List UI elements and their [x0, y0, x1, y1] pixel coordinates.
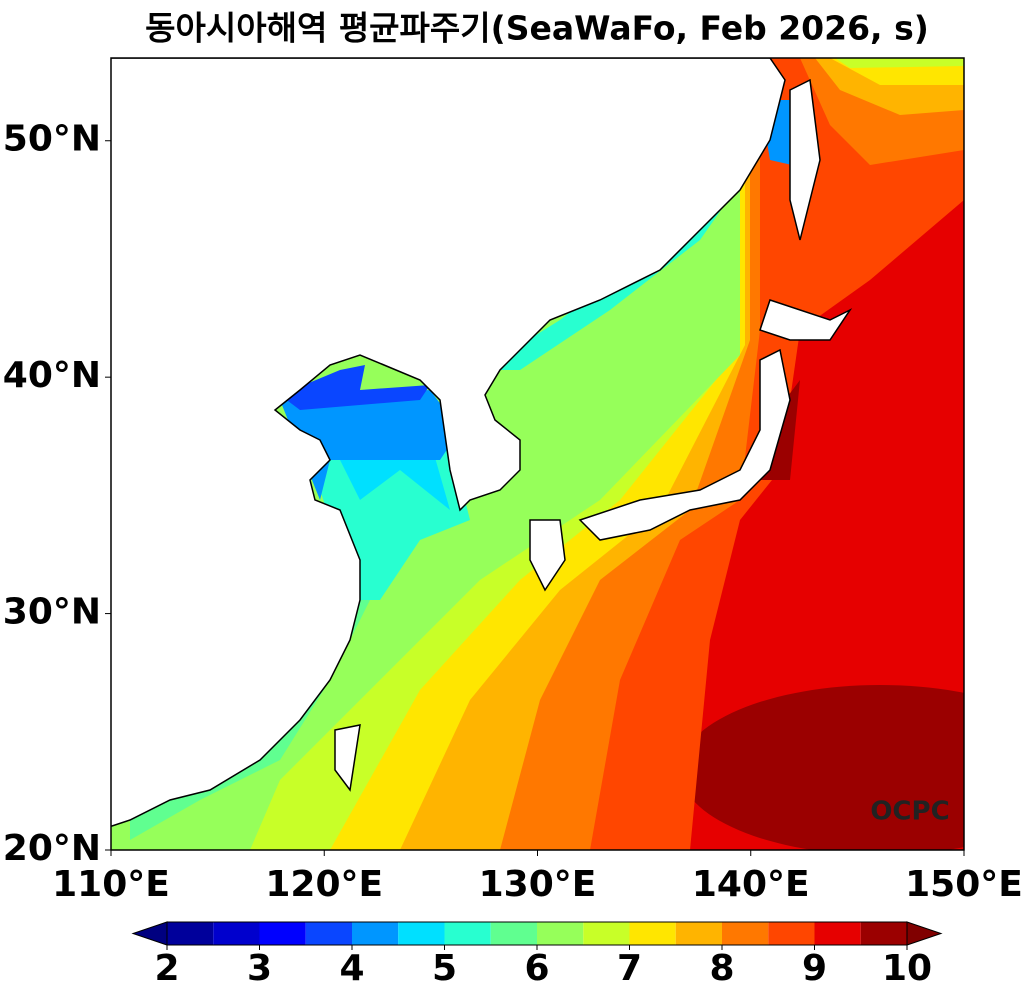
honshu: [578, 348, 791, 541]
continent: [111, 58, 786, 828]
field-band: [680, 685, 964, 850]
hokkaido: [759, 299, 853, 341]
x-tick-label: 140°E: [692, 864, 810, 905]
annotation: OCPC: [870, 797, 949, 827]
colorbar-tick-label: 8: [709, 948, 734, 989]
colorbar-segment: [814, 922, 861, 945]
colorbar-tick-label: 9: [802, 948, 827, 989]
colorbar-segment: [675, 922, 722, 945]
x-tick-label: 110°E: [52, 864, 170, 905]
colorbar-tick-label: 6: [524, 948, 549, 989]
colorbar-tick-label: 10: [882, 948, 932, 989]
y-tick-label: 30°N: [3, 592, 101, 633]
kyushu: [529, 519, 566, 592]
colorbar-tick-label: 4: [339, 948, 364, 989]
colorbar-segment: [537, 922, 584, 945]
colorbar-segment: [583, 922, 630, 945]
colorbar-segment: [259, 922, 306, 945]
colorbar-segment: [490, 922, 537, 945]
y-tick-label: 20°N: [3, 828, 101, 869]
colorbar-segment: [444, 922, 491, 945]
wave-period-field: [111, 58, 964, 850]
taiwan: [334, 724, 361, 792]
map-title: 동아시아해역 평균파주기(SeaWaFo, Feb 2026, s): [145, 9, 929, 48]
colorbar-segment: [213, 922, 260, 945]
colorbar-tick-label: 2: [154, 948, 179, 989]
colorbar-extend-high: [906, 921, 943, 946]
field-band: [280, 365, 430, 410]
colorbar-tick-label: 7: [617, 948, 642, 989]
x-tick-label: 120°E: [265, 864, 383, 905]
colorbar-segment: [305, 922, 352, 945]
x-tick-label: 150°E: [905, 864, 1023, 905]
colorbar-segment: [167, 922, 214, 945]
y-tick-label: 50°N: [3, 119, 101, 160]
colorbar-segment: [860, 922, 907, 945]
field-band: [280, 390, 460, 500]
colorbar-segment: [722, 922, 769, 945]
colorbar-tick-label: 5: [432, 948, 457, 989]
colorbar-segment: [768, 922, 815, 945]
y-tick-label: 40°N: [3, 355, 101, 396]
field-band: [835, 58, 964, 68]
colorbar-extend-low: [131, 921, 168, 946]
colorbar-segment: [398, 922, 445, 945]
colorbar-segment: [629, 922, 676, 945]
sakhalin: [789, 78, 821, 241]
colorbar-segment: [352, 922, 399, 945]
x-tick-label: 130°E: [479, 864, 597, 905]
colorbar-tick-label: 3: [247, 948, 272, 989]
